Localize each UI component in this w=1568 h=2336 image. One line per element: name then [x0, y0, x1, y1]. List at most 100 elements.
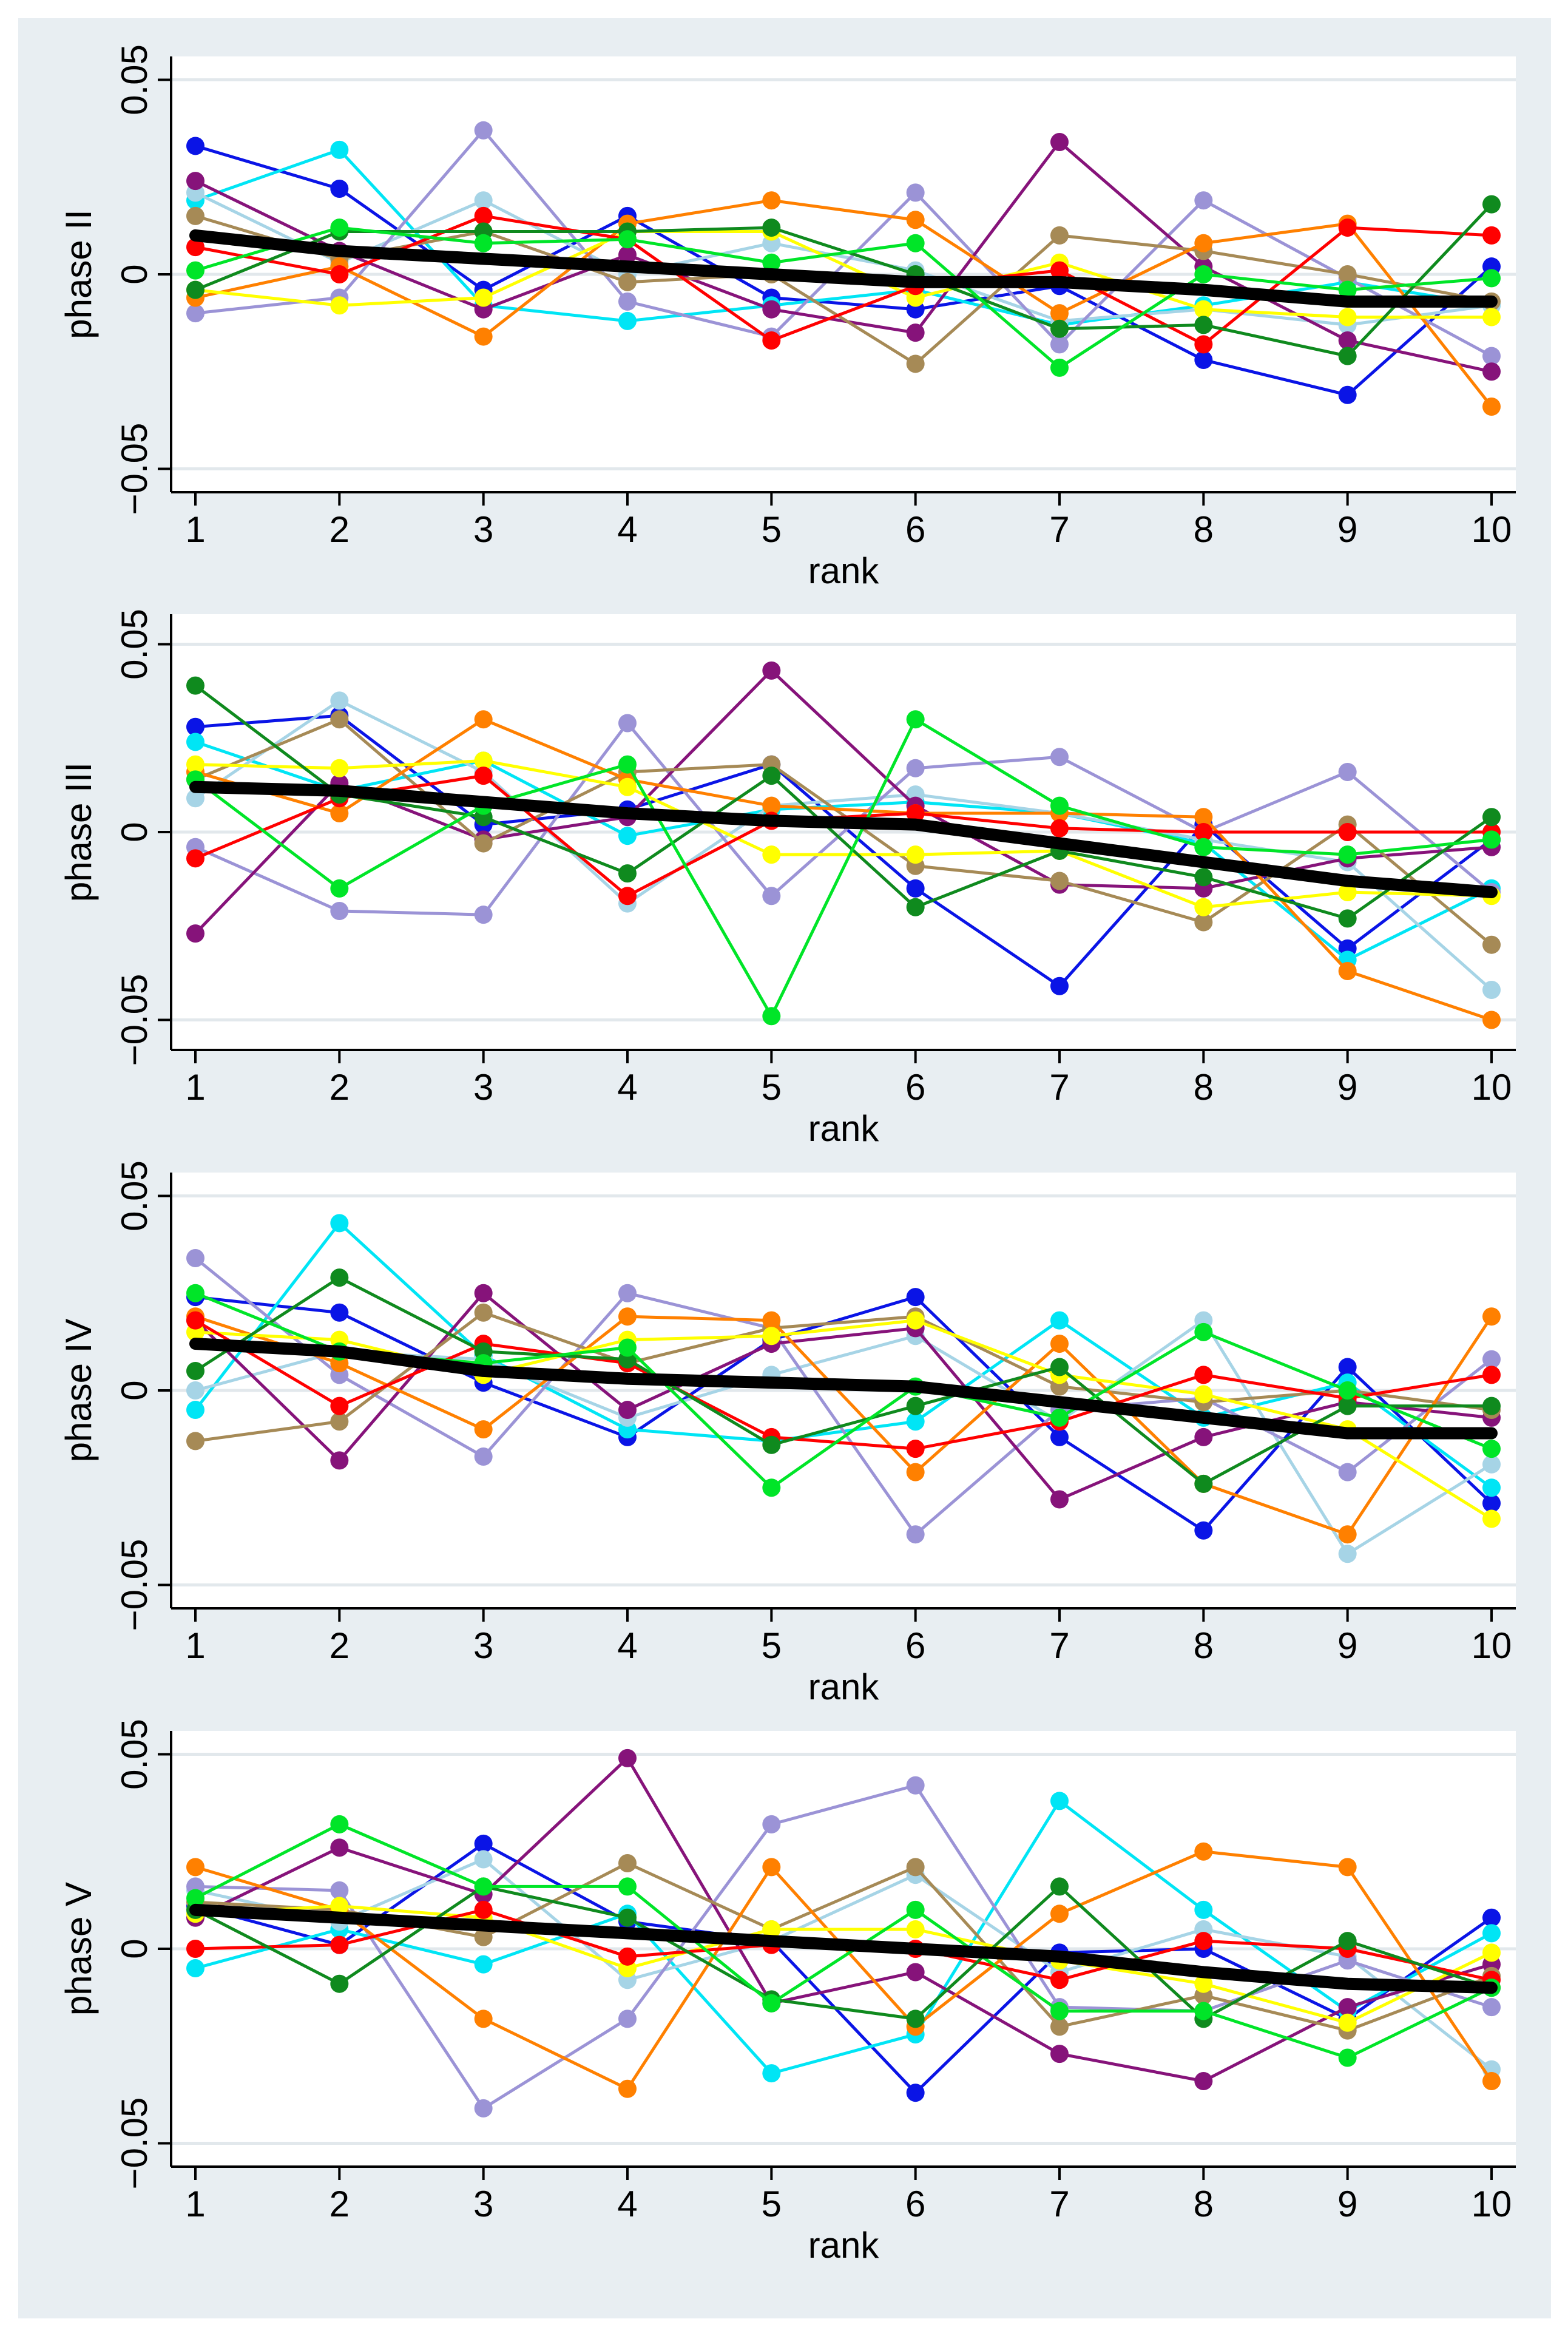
series-point-lavender-10	[1482, 1998, 1501, 2017]
y-tick-label-0: −0.05	[114, 423, 155, 515]
series-point-lime-7	[1050, 1408, 1069, 1427]
series-point-cyan-1	[186, 1959, 204, 1978]
series-point-lime-5	[762, 1994, 781, 2013]
series-point-lavender-7	[1050, 335, 1069, 354]
series-line-orange	[195, 1315, 1493, 1536]
trend-line	[189, 1903, 1498, 1994]
series-point-green-1	[186, 676, 204, 695]
series-point-purple-9	[1338, 331, 1357, 350]
x-tick-label-6: 7	[1049, 2184, 1069, 2224]
series-point-green-1	[186, 280, 204, 299]
x-tick-label-0: 1	[185, 1625, 205, 1666]
series-point-green-1	[186, 1361, 204, 1380]
series-point-purple-5	[762, 661, 781, 680]
series-point-orange-10	[1482, 397, 1501, 416]
series-point-cyan-6	[906, 1412, 925, 1431]
series-point-orange-10	[1482, 2071, 1501, 2090]
series-point-blue-1	[186, 137, 204, 155]
x-axis-title: rank	[808, 1667, 880, 1707]
series-point-yellow-3	[474, 751, 493, 770]
series-line-lavender	[195, 1784, 1492, 2110]
series-point-cyan-8	[1194, 1900, 1213, 1919]
x-tick-label-7: 8	[1194, 2184, 1214, 2224]
y-axis-title: phase III	[58, 762, 99, 902]
series-point-blue-10	[1482, 1494, 1501, 1512]
series-point-yellow-5	[762, 1327, 781, 1346]
series-point-blue-9	[1338, 385, 1357, 404]
series-point-tan-3	[474, 1928, 493, 1946]
series-point-tan-2	[330, 1412, 349, 1431]
series-point-purple-6	[906, 323, 925, 342]
y-axis-title: phase II	[58, 209, 99, 339]
series-point-green-2	[330, 1974, 349, 1993]
series-point-yellow-10	[1482, 1509, 1501, 1528]
series-point-red-2	[330, 265, 349, 283]
trend-line	[189, 780, 1498, 899]
trend-line	[189, 229, 1498, 308]
series-point-green-8	[1194, 316, 1213, 334]
x-tick-label-3: 4	[617, 509, 637, 550]
x-axis-title: rank	[808, 550, 880, 591]
y-axis-title: phase IV	[58, 1319, 99, 1463]
y-tick-label-2: 0.05	[114, 44, 155, 115]
series-point-orange-4	[618, 1307, 637, 1326]
series-point-blue-10	[1482, 1908, 1501, 1927]
series-point-purple-9	[1338, 1998, 1357, 2017]
series-point-lavender-6	[906, 183, 925, 202]
series-point-lime-7	[1050, 358, 1069, 377]
series-point-green-6	[906, 898, 925, 916]
series-point-yellow-9	[1338, 2013, 1357, 2032]
series-line-purple	[194, 1756, 1492, 2083]
series-point-lime-2	[330, 218, 349, 237]
y-tick-label-0: −0.05	[114, 974, 155, 1066]
series-point-blue-7	[1050, 977, 1069, 995]
series-point-red-8	[1194, 823, 1213, 841]
series-point-tan-9	[1338, 265, 1357, 283]
series-point-green-4	[618, 864, 637, 883]
series-point-lavender-10	[1482, 347, 1501, 365]
series-point-purple-10	[1482, 362, 1501, 381]
x-tick-label-8: 9	[1337, 1625, 1357, 1666]
x-tick-label-2: 3	[473, 1067, 493, 1108]
series-point-tan-1	[186, 1432, 204, 1451]
series-point-red-7	[1050, 819, 1069, 838]
x-tick-label-7: 8	[1194, 509, 1214, 550]
series-point-lavender-2	[330, 1881, 349, 1900]
series-point-purple-6	[906, 1963, 925, 1982]
series-point-purple-5	[762, 300, 781, 319]
series-point-lime-7	[1050, 2002, 1069, 2020]
series-point-cyan-10	[1482, 1924, 1501, 1943]
series-point-lime-9	[1338, 2048, 1357, 2067]
series-point-red-4	[618, 887, 637, 906]
series-point-lavender-7	[1050, 748, 1069, 767]
x-tick-label-9: 10	[1472, 509, 1512, 550]
series-green	[186, 1268, 1501, 1493]
series-point-lime-9	[1338, 1381, 1357, 1400]
series-line-blue	[195, 144, 1493, 397]
series-point-green-9	[1338, 1932, 1357, 1951]
series-line-lightblue	[195, 1858, 1493, 2071]
series-point-blue-8	[1194, 1521, 1213, 1540]
series-point-lime-5	[762, 1007, 781, 1026]
series-point-orange-10	[1482, 1307, 1501, 1326]
series-point-tan-7	[1050, 226, 1069, 245]
series-point-cyan-4	[618, 311, 637, 330]
x-axis-title: rank	[808, 2225, 880, 2266]
series-point-purple-2	[330, 1838, 349, 1857]
series-point-yellow-8	[1194, 1974, 1213, 1993]
series-point-purple-4	[618, 245, 637, 264]
series-point-red-3	[474, 1900, 493, 1919]
series-point-orange-9	[1338, 1525, 1357, 1544]
series-point-tan-1	[186, 206, 204, 225]
series-point-orange-3	[474, 327, 493, 346]
series-point-green-5	[762, 218, 781, 237]
series-point-yellow-2	[330, 296, 349, 315]
series-point-lavender-5	[762, 1815, 781, 1833]
series-line-yellow	[195, 759, 1492, 909]
series-point-lavender-2	[330, 901, 349, 920]
series-point-blue-6	[906, 879, 925, 898]
series-point-green-9	[1338, 1397, 1357, 1415]
series-point-green-8	[1194, 1474, 1213, 1493]
series-point-lime-4	[618, 1877, 637, 1896]
trend-line	[189, 1338, 1498, 1440]
